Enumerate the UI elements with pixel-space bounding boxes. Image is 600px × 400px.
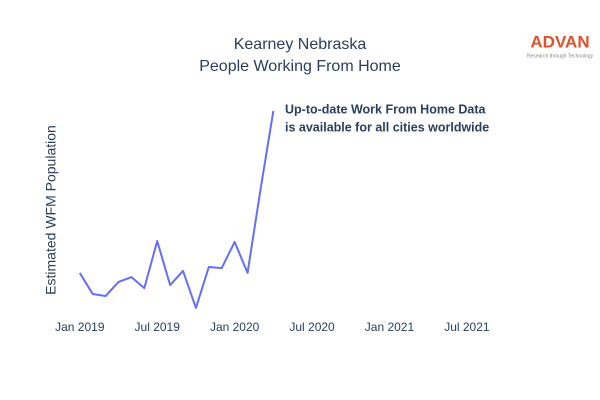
x-tick-label: Jul 2019 [135,320,181,334]
logo: ADVAN [530,32,589,51]
x-tick-label: Jan 2020 [210,320,260,334]
x-tick-label: Jan 2019 [55,320,105,334]
x-tick-label: Jul 2021 [444,320,490,334]
annotation: is available for all cities worldwide [285,120,489,134]
chart-subtitle: People Working From Home [199,58,401,75]
annotation: Up-to-date Work From Home Data [285,102,487,116]
chart-title: Kearney Nebraska [234,36,367,53]
logo-tagline: Research through Technology [527,53,594,59]
x-tick-label: Jan 2021 [365,320,415,334]
x-tick-label: Jul 2020 [289,320,335,334]
line [78,110,275,309]
y-axis-title: Estimated WFM Population [43,125,59,295]
